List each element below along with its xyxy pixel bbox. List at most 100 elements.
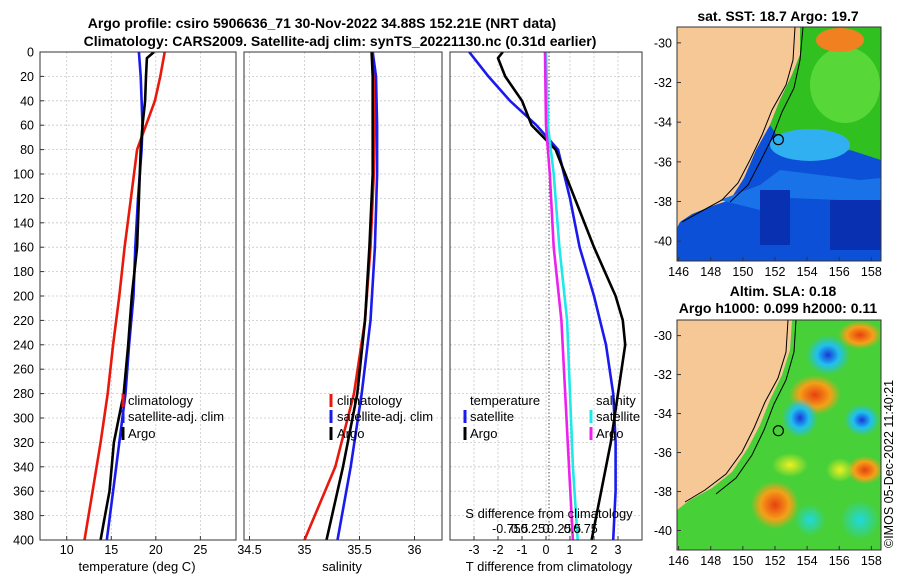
legend-label-t-argo: Argo bbox=[470, 426, 497, 441]
sla-yellow-2 bbox=[826, 458, 854, 482]
depth-tick-label: 0 bbox=[27, 46, 34, 60]
sla-low-3 bbox=[844, 404, 880, 436]
s-difference-tick-label: 0.5 bbox=[511, 522, 528, 536]
map-xtick-label: 150 bbox=[732, 265, 753, 279]
series-satellite-adj-clim bbox=[105, 52, 144, 540]
sla-mid-1 bbox=[840, 500, 880, 540]
depth-tick-label: 220 bbox=[13, 314, 34, 328]
map-ytick-label: -32 bbox=[654, 368, 672, 382]
sst-dark-patch bbox=[760, 190, 790, 245]
temperature-xtick-label: 10 bbox=[60, 543, 74, 557]
map-xtick-label: 148 bbox=[700, 554, 721, 568]
depth-tick-label: 140 bbox=[13, 216, 34, 230]
difference-tick-labels: -3 -2 -1 0 1 2 3 bbox=[468, 536, 622, 557]
sla-map-title-2: Argo h1000: 0.099 h2000: 0.11 bbox=[679, 300, 878, 316]
salinity-panel: 34.5 35 35.5 36 salinity climatology satell… bbox=[237, 51, 443, 574]
temperature-grid bbox=[40, 51, 236, 541]
map-ytick-label: -32 bbox=[654, 76, 672, 90]
depth-tick-label: 60 bbox=[20, 119, 34, 133]
sst-map-ticks: 146 148 150 152 154 156 158 -30 -32 -34 -36 -38 -40 bbox=[654, 36, 882, 279]
legend-label-argo: Argo bbox=[128, 426, 155, 441]
depth-tick-label: 80 bbox=[20, 143, 34, 157]
map-ytick-label: -40 bbox=[654, 235, 672, 249]
depth-tick-label: 380 bbox=[13, 509, 34, 523]
depth-tick-label: 20 bbox=[20, 70, 34, 84]
depth-tick-labels: 0 20 40 60 80 100 120 140 160 180 200 220 240 260 280 3… bbox=[13, 46, 44, 548]
depth-tick-label: 180 bbox=[13, 265, 34, 279]
s-difference-tick-label: 0.75 bbox=[573, 522, 597, 536]
legend-label-s-satellite: satellite bbox=[596, 409, 640, 424]
depth-tick-label: 240 bbox=[13, 338, 34, 352]
watermark: ©IMOS 05-Dec-2022 11:40:21 bbox=[882, 380, 896, 548]
sla-argo-marker bbox=[772, 425, 784, 437]
salinity-legend: climatology satellite-adj. clim Argo bbox=[329, 393, 433, 441]
salinity-xtick-label: 35 bbox=[298, 543, 312, 557]
sla-ocean bbox=[677, 320, 881, 550]
series-argo bbox=[325, 52, 375, 540]
map-xtick-label: 156 bbox=[829, 554, 850, 568]
sla-map-frame bbox=[676, 319, 882, 551]
salinity-xtick-label: 35.5 bbox=[347, 543, 371, 557]
map-ytick-label: -38 bbox=[654, 485, 672, 499]
map-ytick-label: -30 bbox=[654, 329, 672, 343]
salinity-tick-labels: 34.5 35 35.5 36 bbox=[237, 536, 421, 557]
salinity-xtick-label: 34.5 bbox=[237, 543, 261, 557]
temperature-tick-labels: 10 15 20 25 bbox=[60, 536, 207, 557]
map-xtick-label: 146 bbox=[668, 554, 689, 568]
temperature-xtick-label: 20 bbox=[149, 543, 163, 557]
sst-patch-orange bbox=[816, 28, 864, 52]
difference-frame bbox=[449, 51, 643, 541]
map-xtick-label: 158 bbox=[861, 554, 882, 568]
sla-field bbox=[677, 320, 881, 550]
legend-header-salinity: salinity bbox=[596, 393, 636, 408]
s-difference-tick-label: 0.5 bbox=[564, 522, 581, 536]
depth-tick-label: 260 bbox=[13, 363, 34, 377]
series-argo bbox=[99, 52, 155, 540]
map-ytick-label: -34 bbox=[654, 407, 672, 421]
difference-legend: temperature satellite Argo salinity sate… bbox=[463, 393, 640, 441]
depth-tick-label: 160 bbox=[13, 241, 34, 255]
map-ytick-label: -30 bbox=[654, 36, 672, 50]
legend-label-t-satellite: satellite bbox=[470, 409, 514, 424]
difference-panel: -3 -2 -1 0 1 2 3 T difference from climatology… bbox=[449, 51, 643, 574]
salinity-xlabel: salinity bbox=[322, 559, 362, 574]
depth-tick-label: 300 bbox=[13, 412, 34, 426]
map-ytick-label: -36 bbox=[654, 446, 672, 460]
map-xtick-label: 154 bbox=[797, 554, 818, 568]
sla-map-title-1: Altim. SLA: 0.18 bbox=[730, 283, 837, 299]
map-xtick-label: 154 bbox=[797, 265, 818, 279]
difference-xtick-label: -1 bbox=[516, 543, 527, 557]
s-difference-tick-label: -0.75 bbox=[492, 522, 521, 536]
series-t-satellite bbox=[468, 52, 617, 540]
sla-yellow-1 bbox=[772, 453, 808, 477]
salinity-lines bbox=[303, 52, 379, 540]
map-ytick-label: -40 bbox=[654, 524, 672, 538]
series-t-argo bbox=[496, 52, 627, 540]
depth-tick-label: 400 bbox=[13, 534, 34, 548]
sla-high-1 bbox=[751, 481, 799, 529]
legend-label-climatology: climatology bbox=[128, 393, 194, 408]
depth-tick-label: 360 bbox=[13, 485, 34, 499]
map-ytick-label: -38 bbox=[654, 195, 672, 209]
difference-xtick-label: 0 bbox=[543, 543, 550, 557]
temperature-panel: 0 20 40 60 80 100 120 140 160 180 200 220 240 260 280 3… bbox=[13, 46, 237, 574]
sla-low-1 bbox=[806, 335, 850, 375]
depth-tick-label: 280 bbox=[13, 387, 34, 401]
legend-label-satellite: satellite-adj. clim bbox=[128, 409, 224, 424]
difference-xtick-label: 1 bbox=[567, 543, 574, 557]
difference-xtick-label: 2 bbox=[591, 543, 598, 557]
sla-low-2 bbox=[782, 398, 818, 438]
map-xtick-label: 156 bbox=[829, 265, 850, 279]
depth-tick-label: 100 bbox=[13, 168, 34, 182]
map-xtick-label: 150 bbox=[732, 554, 753, 568]
legend-label-argo: Argo bbox=[337, 426, 364, 441]
depth-tick-label: 200 bbox=[13, 290, 34, 304]
map-xtick-label: 152 bbox=[765, 554, 786, 568]
map-xtick-label: 148 bbox=[700, 265, 721, 279]
map-ytick-label: -34 bbox=[654, 116, 672, 130]
temperature-xtick-label: 15 bbox=[104, 543, 118, 557]
sst-shelf-contour bbox=[681, 27, 796, 223]
legend-label-climatology: climatology bbox=[337, 393, 403, 408]
